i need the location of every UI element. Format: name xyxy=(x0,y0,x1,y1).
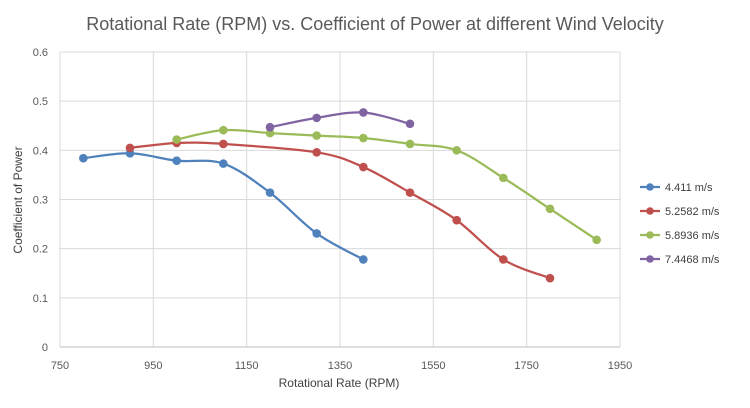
data-point xyxy=(499,255,508,264)
series-group xyxy=(79,148,368,264)
x-tick-label: 750 xyxy=(51,360,69,372)
data-point xyxy=(125,143,135,153)
data-point xyxy=(592,235,601,245)
data-point xyxy=(172,156,181,165)
data-point xyxy=(405,188,415,197)
legend-marker xyxy=(646,255,654,263)
data-point xyxy=(359,108,368,117)
series-line xyxy=(175,128,598,241)
data-point xyxy=(545,204,555,214)
legend: 4.411 m/s 5.2582 m/s 5.8936 m/s 7.4468 m/s xyxy=(640,182,720,266)
data-point xyxy=(405,139,415,149)
legend-label: 4.411 m/s xyxy=(665,182,713,194)
data-point xyxy=(405,119,415,129)
x-axis-title: Rotational Rate (RPM) xyxy=(279,376,400,390)
legend-marker xyxy=(646,183,654,191)
grid-layer xyxy=(59,51,621,347)
x-tick-label: 1750 xyxy=(514,360,538,372)
x-tick-label: 1150 xyxy=(235,360,259,372)
data-point xyxy=(452,146,461,155)
series-line xyxy=(268,111,412,129)
x-tick-label: 1950 xyxy=(608,360,632,372)
data-point xyxy=(265,188,275,197)
data-point xyxy=(312,148,321,157)
y-tick-label: 0.1 xyxy=(33,293,48,305)
legend-label: 5.8936 m/s xyxy=(665,230,720,242)
series-layer xyxy=(79,108,601,283)
y-axis-title: Coefficient of Power xyxy=(11,146,25,253)
series-group xyxy=(265,108,415,132)
series-line xyxy=(82,152,365,261)
data-point xyxy=(79,153,88,163)
data-point xyxy=(172,135,181,144)
chart-title: Rotational Rate (RPM) vs. Coefficient of… xyxy=(86,14,664,34)
data-point xyxy=(359,162,368,172)
legend-label: 7.4468 m/s xyxy=(665,254,720,266)
data-point xyxy=(312,113,321,123)
y-tick-label: 0.4 xyxy=(33,145,48,157)
y-tick-label: 0.2 xyxy=(33,244,48,256)
series-group xyxy=(172,125,601,245)
data-point xyxy=(499,173,508,183)
y-tick-label: 0.5 xyxy=(33,96,48,108)
y-tick-label: 0 xyxy=(42,342,48,354)
y-tick-label: 0.6 xyxy=(33,47,48,59)
y-tick-label: 0.3 xyxy=(33,195,48,207)
x-tick-label: 950 xyxy=(144,360,162,372)
x-tick-label: 1350 xyxy=(328,360,352,372)
data-point xyxy=(265,122,275,132)
legend-marker xyxy=(646,231,654,239)
data-point xyxy=(219,139,228,149)
data-point xyxy=(359,255,368,264)
legend-label: 5.2582 m/s xyxy=(665,206,720,218)
legend-marker xyxy=(646,207,654,215)
data-point xyxy=(359,133,368,143)
data-point xyxy=(312,229,321,238)
data-point xyxy=(545,273,555,283)
axis-layer: 0 0.1 0.2 0.3 0.4 0.5 0.6 750 950 1150 1350 1550 175… xyxy=(33,47,633,372)
x-tick-label: 1550 xyxy=(421,360,445,372)
data-point xyxy=(219,125,228,135)
data-point xyxy=(219,159,228,168)
data-point xyxy=(312,131,321,140)
data-point xyxy=(452,215,461,225)
